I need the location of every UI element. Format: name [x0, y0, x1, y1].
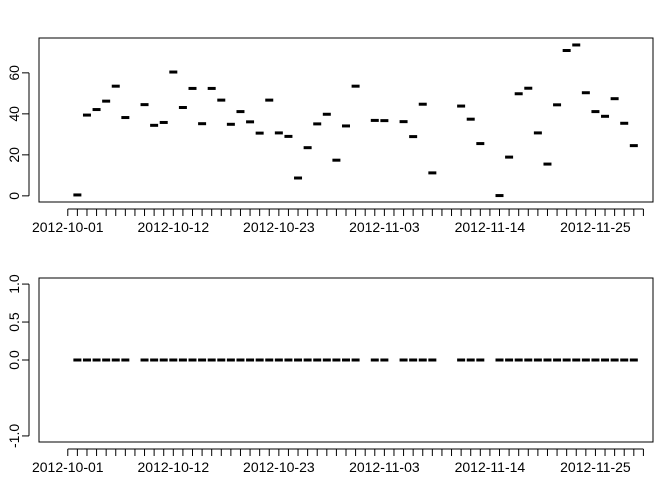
bottom-x-tick-label: 2012-11-03: [349, 459, 420, 475]
bottom-y-tick-label: 1.0: [6, 274, 22, 294]
top-plot-frame: [38, 37, 654, 203]
bottom-panel: -1.00.00.51.0 2012-10-01 2012-10-12 2012-1…: [6, 274, 654, 475]
bottom-x-tick-label: 2012-11-25: [560, 459, 631, 475]
top-y-tick-label: 60: [6, 65, 22, 81]
top-y-axis: 0 20 40 60: [6, 65, 30, 200]
bottom-y-tick-label: 0.0: [6, 350, 22, 370]
bottom-x-axis: 2012-10-01 2012-10-12 2012-10-23 2012-11-03…: [32, 448, 644, 475]
bottom-y-tick-label: -1.0: [6, 424, 22, 448]
bottom-x-tick-label: 2012-11-14: [455, 459, 526, 475]
top-marks: [73, 43, 638, 198]
top-x-tick-label: 2012-11-03: [349, 219, 420, 235]
bottom-x-tick-label: 2012-10-12: [138, 459, 210, 475]
bottom-x-tick-label: 2012-10-01: [32, 459, 104, 475]
top-y-tick-label: 20: [6, 147, 22, 163]
top-x-tick-label: 2012-11-14: [455, 219, 526, 235]
bottom-y-axis: -1.0 0.0 0.5 1.0: [6, 274, 30, 448]
bottom-plot-frame: [38, 277, 654, 443]
bottom-x-tick-label: 2012-10-23: [243, 459, 315, 475]
top-x-tick-label: 2012-10-23: [243, 219, 315, 235]
top-y-tick-label: 40: [6, 106, 22, 122]
bottom-y-tick-label: 0.5: [6, 312, 22, 332]
top-x-tick-label: 2012-10-12: [138, 219, 210, 235]
top-x-tick-label: 2012-10-01: [32, 219, 104, 235]
top-x-axis: 2012-10-01 2012-10-12 2012-10-23 2012-11-03…: [32, 208, 644, 235]
top-y-tick-label: 0: [6, 192, 22, 200]
top-x-tick-label: 2012-11-25: [560, 219, 631, 235]
